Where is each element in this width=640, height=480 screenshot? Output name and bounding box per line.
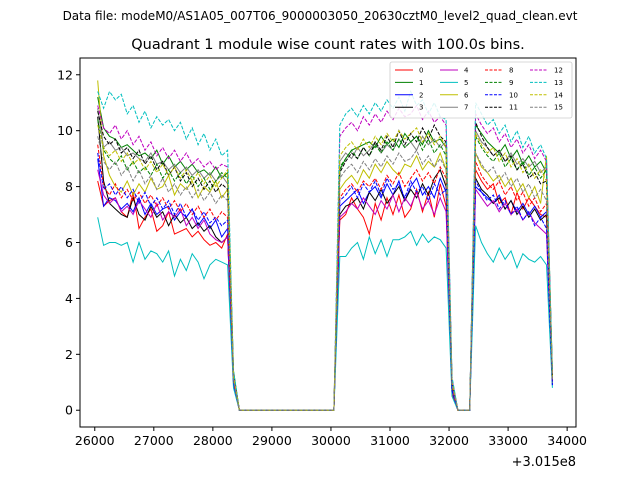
- x-tick-label: 28000: [193, 433, 233, 448]
- x-tick-label: 29000: [252, 433, 292, 448]
- y-tick-label: 4: [65, 291, 73, 306]
- legend-label-2: 2: [419, 91, 423, 99]
- legend-label-8: 8: [509, 67, 513, 75]
- series-line-2: [97, 158, 553, 411]
- legend-label-12: 12: [554, 67, 563, 75]
- y-tick-label: 2: [65, 347, 73, 362]
- series-line-8: [97, 144, 553, 411]
- x-offset-label: +3.015e8: [512, 455, 576, 470]
- x-tick-label: 33000: [488, 433, 528, 448]
- legend-label-14: 14: [554, 91, 563, 99]
- legend-label-9: 9: [509, 79, 513, 87]
- x-tick-label: 26000: [75, 433, 115, 448]
- x-tick-label: 27000: [134, 433, 174, 448]
- x-tick-label: 32000: [429, 433, 469, 448]
- legend-label-6: 6: [464, 91, 469, 99]
- legend-label-13: 13: [554, 79, 563, 87]
- series-line-13: [97, 90, 553, 411]
- legend-box: [389, 61, 573, 119]
- series-line-11: [97, 110, 553, 411]
- figure-suptitle: Data file: modeM0/AS1A05_007T06_90000030…: [63, 9, 578, 23]
- series-line-14: [97, 124, 553, 411]
- legend-label-10: 10: [509, 91, 518, 99]
- series-line-9: [97, 119, 553, 411]
- y-axis: 0 2 4 6 8 10 12: [57, 67, 80, 418]
- series-line-0: [97, 167, 553, 411]
- legend-label-15: 15: [554, 104, 563, 112]
- legend-label-11: 11: [509, 104, 518, 112]
- y-tick-label: 10: [57, 123, 73, 138]
- series-line-4: [97, 169, 553, 411]
- x-axis: 26000 27000 28000 29000 30000 31000 32000 33000…: [75, 427, 587, 448]
- y-tick-label: 8: [65, 179, 73, 194]
- legend-label-5: 5: [464, 79, 468, 87]
- series-line-15: [97, 136, 553, 411]
- x-tick-label: 31000: [370, 433, 410, 448]
- legend-label-7: 7: [464, 104, 468, 112]
- legend-label-1: 1: [419, 79, 423, 87]
- y-tick-label: 6: [65, 235, 73, 250]
- y-tick-label: 12: [57, 67, 73, 82]
- series-line-3: [97, 116, 553, 411]
- y-tick-label: 0: [65, 403, 73, 418]
- legend-label-0: 0: [419, 67, 423, 75]
- legend-label-4: 4: [464, 67, 469, 75]
- series-line-6: [97, 80, 553, 411]
- series-line-5: [97, 217, 553, 411]
- legend-label-3: 3: [419, 104, 423, 112]
- x-tick-label: 34000: [547, 433, 587, 448]
- chart-title: Quadrant 1 module wise count rates with …: [131, 37, 525, 53]
- x-tick-label: 30000: [311, 433, 351, 448]
